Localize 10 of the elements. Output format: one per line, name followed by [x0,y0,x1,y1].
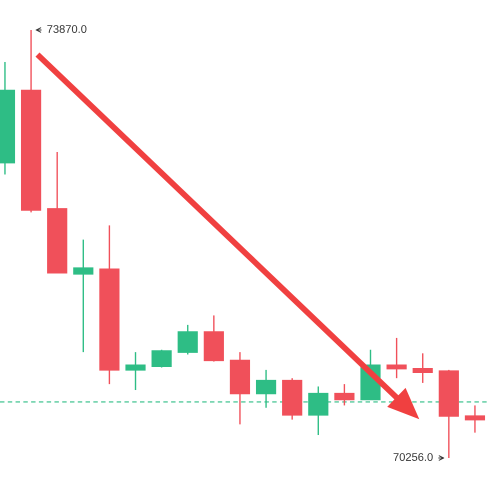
candlestick [178,324,198,356]
candlestick [464,404,486,434]
annotation: 73870.0 [47,25,86,33]
candlestick [334,383,354,406]
candlestick [125,351,146,391]
candlestick [73,238,94,353]
candlestick [152,349,172,368]
candlestick [412,352,433,384]
candlestick [386,337,407,379]
annotation: 70256.0 [394,453,433,461]
